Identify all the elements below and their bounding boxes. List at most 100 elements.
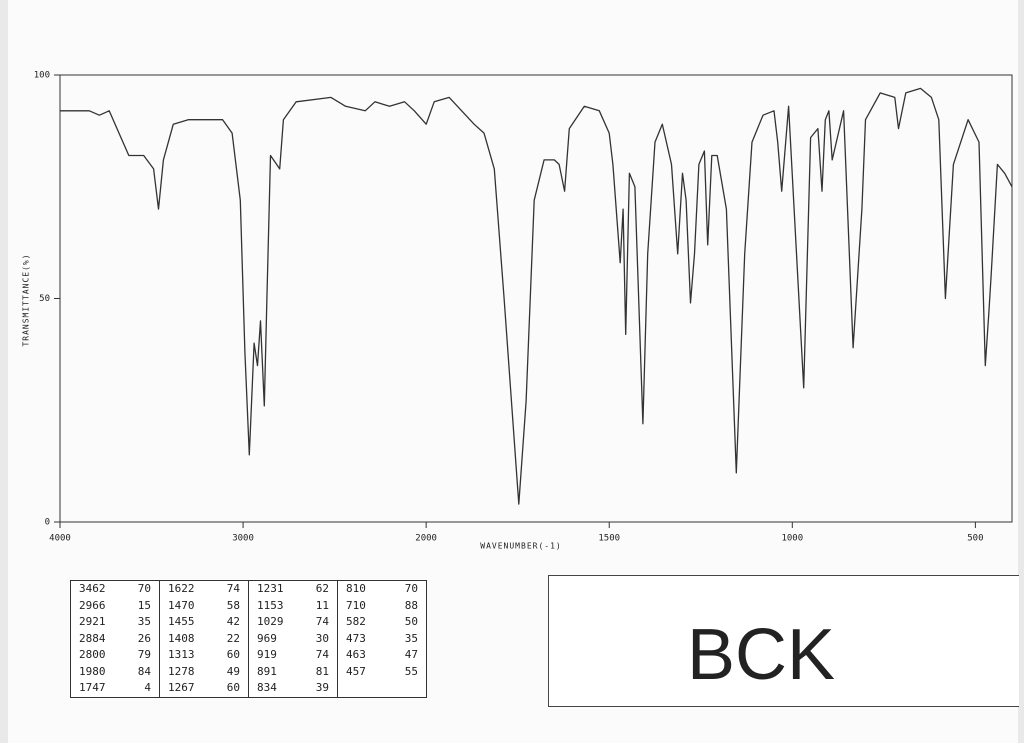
peak-wavenumber: 2800 [79,648,106,661]
peak-transmittance: 39 [315,681,329,694]
peak-transmittance: 60 [226,681,240,694]
peak-wavenumber: 834 [257,681,277,694]
peak-transmittance: 4 [144,681,151,694]
peak-entry: 1470 58 [168,598,240,615]
peak-entry: 919 74 [257,647,329,664]
peak-wavenumber: 810 [346,582,366,595]
peak-transmittance: 70 [137,582,151,595]
peak-entry: 2884 26 [79,631,151,648]
y-axis-title: TRANSMITTANCE(%) [22,253,31,346]
sample-label-box: BCK [548,575,1019,707]
peak-transmittance: 30 [315,631,329,645]
peak-entry: 2921 35 [79,614,151,631]
peak-column: 1622 74 1470 58 1455 42 1408 22 1313 60 1278 49 1267… [159,580,249,697]
peak-entry: 1278 49 [168,664,240,681]
peak-wavenumber: 1622 [168,582,195,595]
peak-entry: 2800 79 [79,647,151,664]
peak-wavenumber: 919 [257,648,277,661]
peak-column: 810 70 710 88 582 50 473 35 463 47 457 55 [337,580,427,697]
peak-transmittance: 74 [315,615,329,628]
peak-entry: 1408 22 [168,631,240,648]
peak-transmittance: 11 [315,598,329,612]
peak-wavenumber: 1267 [168,681,195,694]
peak-transmittance: 15 [137,598,151,612]
peak-wavenumber: 1747 [79,681,106,694]
peak-entry: 1153 11 [257,598,329,615]
peak-wavenumber: 891 [257,664,277,678]
peak-entry: 463 47 [346,647,418,664]
x-tick-label: 3000 [232,534,254,544]
peak-transmittance: 60 [226,648,240,661]
plot-frame [59,74,1013,523]
x-tick-label: 2000 [415,534,437,544]
peak-transmittance: 79 [137,648,151,661]
peak-wavenumber: 463 [346,648,366,661]
peak-entry: 2966 15 [79,598,151,615]
peak-wavenumber: 1029 [257,615,284,628]
peak-table: 3462 70 2966 15 2921 35 2884 26 2800 79 1980 84 1747… [70,580,427,698]
peak-transmittance: 35 [137,615,151,628]
peak-transmittance: 49 [226,664,240,678]
chart: TRANSMITTANCE(%) WAVENUMBER(-1) 0 50 100 40… [22,71,1013,551]
peak-wavenumber: 2966 [79,598,106,612]
peak-row: 3462 70 2966 15 2921 35 2884 26 2800 79 1980 84 1747… [70,580,427,697]
peak-entry: 1980 84 [79,664,151,681]
peak-wavenumber: 2921 [79,615,106,628]
peak-wavenumber: 2884 [79,631,106,645]
peak-transmittance: 47 [404,648,418,661]
peak-wavenumber: 1313 [168,648,195,661]
sheet: TRANSMITTANCE(%) WAVENUMBER(-1) 0 50 100 40… [8,0,1019,743]
y-tick-label: 50 [39,294,50,304]
peak-entry: 1231 62 [257,581,329,598]
peak-transmittance: 58 [226,598,240,612]
peak-transmittance: 26 [137,631,151,645]
peak-entry: 710 88 [346,598,418,615]
y-tick-label: 100 [34,71,50,81]
peak-entry: 3462 70 [79,581,151,598]
peak-column: 3462 70 2966 15 2921 35 2884 26 2800 79 1980 84 1747… [70,580,160,697]
peak-entry: 810 70 [346,581,418,598]
peak-entry: 1029 74 [257,614,329,631]
peak-wavenumber: 582 [346,615,366,628]
peak-wavenumber: 710 [346,598,366,612]
y-tick-label: 0 [45,518,50,528]
peak-wavenumber: 969 [257,631,277,645]
peak-transmittance: 35 [404,631,418,645]
peak-transmittance: 62 [315,582,329,595]
peak-wavenumber: 1470 [168,598,195,612]
peak-entry: 457 55 [346,664,418,681]
peak-wavenumber: 1153 [257,598,284,612]
peak-transmittance: 70 [404,582,418,595]
x-axis-title: WAVENUMBER(-1) [480,542,561,551]
x-tick-label: 1500 [598,534,620,544]
peak-entry: 969 30 [257,631,329,648]
peak-transmittance: 22 [226,631,240,645]
peak-wavenumber: 1980 [79,664,106,678]
peak-entry: 1455 42 [168,614,240,631]
peak-entry: 1267 60 [168,680,240,697]
x-tick-label: 4000 [49,534,71,544]
peak-transmittance: 81 [315,664,329,678]
peak-transmittance: 74 [315,648,329,661]
peak-entry: 1313 60 [168,647,240,664]
peak-column: 1231 62 1153 11 1029 74 969 30 919 74 891 81 834 39 [248,580,338,697]
x-tick-label: 1000 [781,534,803,544]
peak-transmittance: 88 [404,598,418,612]
peak-transmittance: 50 [404,615,418,628]
peak-wavenumber: 1455 [168,615,195,628]
peak-entry: 1747 4 [79,680,151,697]
peak-entry: 891 81 [257,664,329,681]
x-tick-label: 500 [967,534,983,544]
peak-wavenumber: 1408 [168,631,195,645]
peak-wavenumber: 473 [346,631,366,645]
peak-transmittance: 84 [137,664,151,678]
peak-entry: 473 35 [346,631,418,648]
peak-transmittance: 74 [226,582,240,595]
peak-transmittance: 42 [226,615,240,628]
peak-entry: 1622 74 [168,581,240,598]
peak-wavenumber: 1278 [168,664,195,678]
peak-transmittance: 55 [404,664,418,678]
peak-wavenumber: 1231 [257,582,284,595]
peak-wavenumber: 457 [346,664,366,678]
